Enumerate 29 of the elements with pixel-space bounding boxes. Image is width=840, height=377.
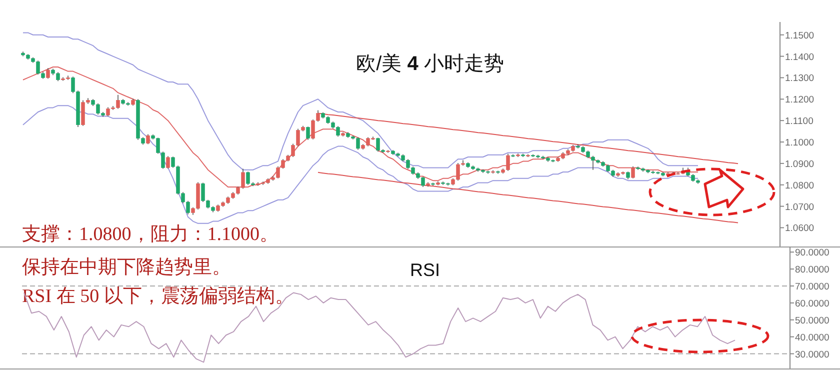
candlestick [306,126,310,140]
candlestick [631,166,635,179]
y-tick-label: 1.0900 [785,158,814,170]
text: RSI [410,260,440,280]
line-series [318,172,738,224]
annotation: 保持在中期下降趋势里。 [22,257,231,278]
y-tick-label: 1.1000 [785,138,814,148]
y-tick-label: 30.0000 [795,349,830,360]
y-tick-label: 80.0000 [795,264,830,276]
y-tick-label: 60.0000 [795,298,830,310]
candlestick [166,156,170,169]
y-tick-label: 70.0000 [795,281,830,292]
line-series [318,112,738,164]
y-tick-label: 40.0000 [795,332,830,344]
y-tick-label: 1.1200 [785,94,814,106]
y-tick-label: 1.1500 [785,30,814,42]
line-series [22,32,698,170]
y-tick-label: 1.1400 [785,52,814,63]
text: 欧/美 4 小时走势 [356,52,504,75]
candlestick [146,134,150,145]
y-tick-label: 1.0600 [785,223,814,234]
y-tick-label: 1.1100 [785,116,814,128]
annotation: RSI 在 50 以下，震荡偏弱结构。 [22,286,294,307]
y-tick-label: 1.1300 [785,73,814,84]
y-tick-label: 1.0800 [785,180,814,192]
annotation: 支撑：1.0800，阻力：1.1000。 [22,224,278,245]
y-tick-label: 90.0000 [795,248,830,259]
y-tick-label: 50.0000 [795,315,830,326]
y-tick-label: 1.0700 [785,202,814,213]
